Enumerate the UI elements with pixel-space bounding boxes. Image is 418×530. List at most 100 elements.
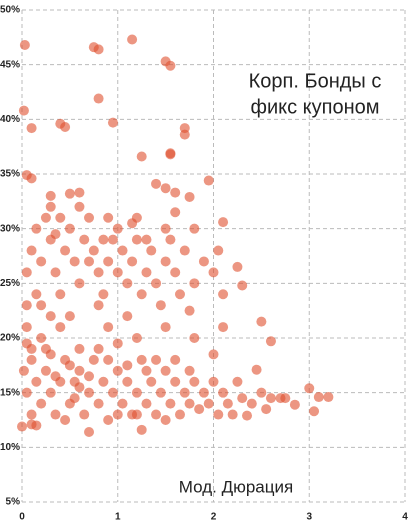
point xyxy=(17,421,27,432)
point xyxy=(232,261,243,272)
point xyxy=(21,267,32,278)
point xyxy=(122,311,133,322)
point xyxy=(141,267,152,278)
point xyxy=(112,338,123,349)
point xyxy=(19,39,30,50)
point xyxy=(74,187,85,198)
point xyxy=(141,398,152,409)
point xyxy=(84,371,95,382)
point xyxy=(165,60,176,71)
point xyxy=(60,415,71,425)
point xyxy=(179,245,190,256)
point xyxy=(36,333,47,343)
point xyxy=(136,289,147,300)
point xyxy=(222,398,233,409)
annotation: Корп. Бонды с xyxy=(249,70,382,92)
point xyxy=(208,267,219,278)
point xyxy=(103,212,114,223)
point xyxy=(136,424,147,435)
point xyxy=(261,404,272,415)
point xyxy=(117,398,128,409)
point xyxy=(50,229,61,240)
point xyxy=(36,256,47,267)
point xyxy=(84,427,95,438)
point xyxy=(151,354,162,365)
point xyxy=(40,343,51,354)
point xyxy=(323,392,334,403)
point xyxy=(213,245,224,256)
point xyxy=(93,44,104,55)
point xyxy=(151,178,162,189)
point xyxy=(189,333,200,343)
point xyxy=(74,201,85,212)
point xyxy=(184,305,195,316)
point xyxy=(55,212,66,223)
point xyxy=(198,387,209,398)
point xyxy=(170,207,181,218)
point xyxy=(45,190,56,201)
point xyxy=(93,267,104,278)
y-tick-label: 50% xyxy=(0,5,20,16)
y-tick-label: 45% xyxy=(0,59,20,70)
y-tick-label: 5% xyxy=(6,497,21,508)
point xyxy=(112,267,123,278)
point xyxy=(79,234,90,245)
point xyxy=(189,376,200,387)
point xyxy=(36,300,47,311)
point xyxy=(21,322,32,333)
point xyxy=(237,393,248,404)
point xyxy=(146,245,157,256)
point xyxy=(103,322,114,333)
point xyxy=(84,212,95,223)
point xyxy=(31,420,42,431)
point xyxy=(21,300,32,311)
point xyxy=(213,409,224,420)
point xyxy=(313,392,324,403)
point xyxy=(18,105,29,116)
point xyxy=(26,354,37,365)
y-tick-label: 30% xyxy=(0,223,20,234)
point xyxy=(31,223,42,234)
point xyxy=(165,234,176,245)
point xyxy=(242,410,253,421)
point xyxy=(265,393,276,404)
point xyxy=(160,256,171,267)
point xyxy=(136,151,147,162)
point xyxy=(160,183,171,194)
point xyxy=(74,278,85,289)
point xyxy=(122,360,133,371)
point xyxy=(26,173,37,184)
point xyxy=(289,399,300,410)
point xyxy=(107,117,118,128)
point xyxy=(45,311,56,322)
point xyxy=(165,148,176,159)
x-tick-label: 0 xyxy=(19,512,25,523)
point xyxy=(112,223,123,234)
point xyxy=(69,256,80,267)
point xyxy=(203,175,214,186)
point xyxy=(45,387,56,398)
point xyxy=(160,322,171,333)
point xyxy=(60,245,71,256)
point xyxy=(127,256,138,267)
point xyxy=(227,409,238,420)
point xyxy=(31,289,42,300)
point xyxy=(103,354,114,365)
point xyxy=(50,409,61,420)
point xyxy=(26,409,37,420)
point xyxy=(151,409,162,420)
point xyxy=(237,280,248,291)
point xyxy=(112,409,123,420)
point xyxy=(74,365,85,376)
point xyxy=(93,343,104,354)
x-tick-label: 4 xyxy=(402,512,408,523)
y-tick-label: 15% xyxy=(0,387,20,398)
point xyxy=(98,376,109,387)
y-tick-label: 35% xyxy=(0,169,20,180)
point xyxy=(208,349,219,360)
point xyxy=(155,387,166,398)
point xyxy=(36,398,47,409)
point xyxy=(98,234,109,245)
point xyxy=(265,336,276,347)
y-tick-label: 25% xyxy=(0,278,20,289)
